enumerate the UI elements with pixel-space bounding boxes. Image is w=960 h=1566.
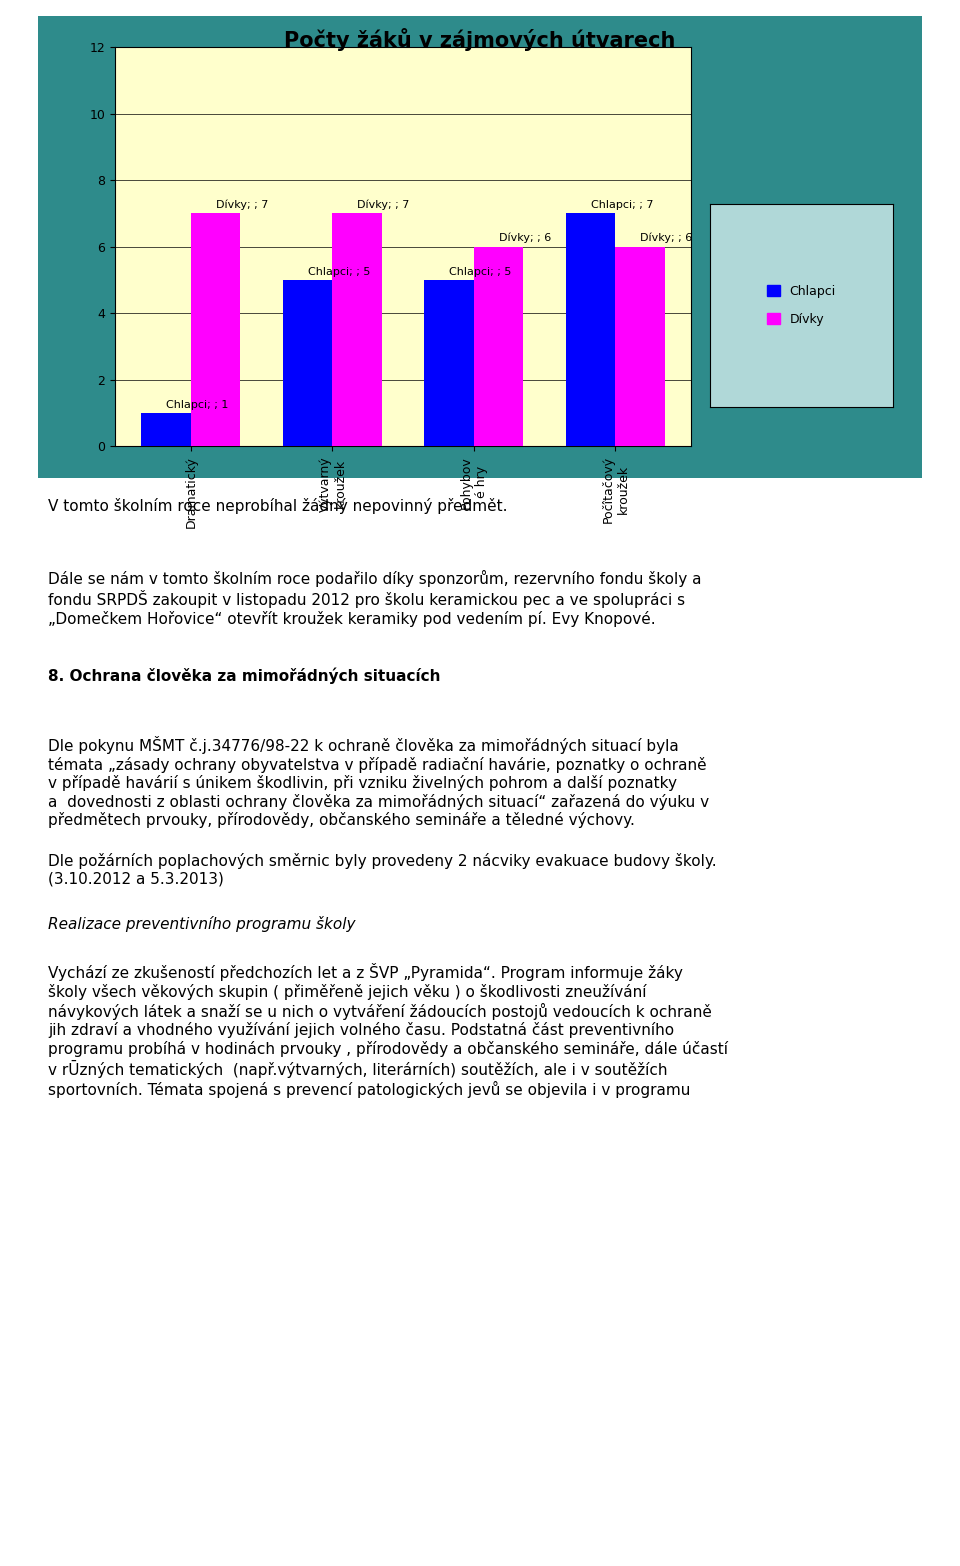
Bar	[424, 280, 474, 446]
Bar	[474, 246, 523, 446]
Text: Chlapci; ; 1: Chlapci; ; 1	[166, 399, 228, 410]
Legend: Chlapci, Dívky: Chlapci, Dívky	[762, 280, 841, 330]
Text: Dívky; ; 6: Dívky; ; 6	[499, 233, 551, 243]
Text: Vychází ze zkušeností předchozích let a z ŠVP „Pyramida“. Program informuje žáky: Vychází ze zkušeností předchozích let a …	[48, 963, 728, 1098]
Text: Chlapci; ; 5: Chlapci; ; 5	[307, 266, 370, 277]
Text: Počty žáků v zájmových útvarech: Počty žáků v zájmových útvarech	[284, 28, 676, 52]
Bar	[615, 246, 665, 446]
Text: Dle požárních poplachových směrnic byly provedeny 2 nácviky evakuace budovy škol: Dle požárních poplachových směrnic byly …	[48, 853, 716, 886]
Bar	[332, 213, 382, 446]
Text: 8. Ochrana člověka za mimořádných situacích: 8. Ochrana člověka za mimořádných situac…	[48, 667, 441, 684]
Text: Dívky; ; 7: Dívky; ; 7	[357, 199, 410, 210]
Bar	[283, 280, 332, 446]
Text: Chlapci; ; 7: Chlapci; ; 7	[590, 200, 653, 210]
Text: V tomto školním roce neprobíhal žádný nepovinný předmět.: V tomto školním roce neprobíhal žádný ne…	[48, 498, 508, 514]
Bar	[566, 213, 615, 446]
Text: Dívky; ; 7: Dívky; ; 7	[216, 199, 268, 210]
Bar	[141, 413, 191, 446]
Text: Dívky; ; 6: Dívky; ; 6	[640, 233, 692, 243]
Text: Realizace preventivního programu školy: Realizace preventivního programu školy	[48, 916, 355, 932]
Text: Dále se nám v tomto školním roce podařilo díky sponzorům, rezervního fondu školy: Dále se nám v tomto školním roce podařil…	[48, 570, 702, 626]
Bar	[191, 213, 240, 446]
Text: Dle pokynu MŠMT č.j.34776/98-22 k ochraně člověka za mimořádných situací byla
té: Dle pokynu MŠMT č.j.34776/98-22 k ochran…	[48, 736, 709, 828]
Text: Chlapci; ; 5: Chlapci; ; 5	[449, 266, 512, 277]
